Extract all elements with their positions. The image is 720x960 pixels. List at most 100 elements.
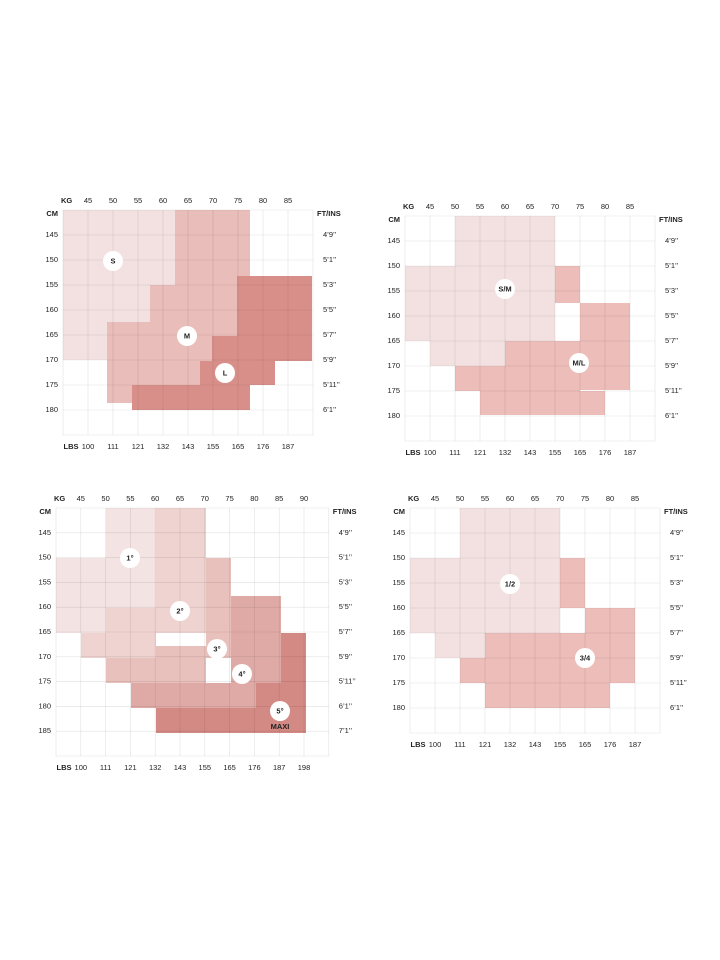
kg-label: 60 (506, 494, 514, 503)
kg-label: 60 (159, 196, 167, 205)
cm-label: 155 (38, 577, 51, 586)
size-region (131, 683, 256, 708)
kg-label: 80 (250, 494, 258, 503)
lbs-label: 187 (273, 763, 286, 772)
lbs-label: 121 (479, 740, 492, 749)
lbs-label: 143 (182, 442, 195, 451)
ft-label: 5’1’’ (323, 255, 337, 264)
size-badge (495, 279, 515, 299)
size-region (555, 266, 580, 303)
lbs-label: 155 (199, 763, 212, 772)
lbs-label: 155 (549, 448, 562, 457)
lbs-label: 187 (282, 442, 295, 451)
lbs-label: 132 (504, 740, 517, 749)
ft-label: 5’7’’ (670, 628, 684, 637)
kg-header: KG (54, 494, 65, 503)
kg-label: 75 (234, 196, 242, 205)
ft-label: 5’3’’ (339, 577, 353, 586)
ft-label: 5’9’’ (670, 653, 684, 662)
ft-label: 5’1’’ (339, 553, 353, 562)
size-region (430, 341, 505, 366)
size-region (156, 508, 206, 608)
lbs-label: 121 (124, 763, 137, 772)
size-label: 3/4 (580, 653, 591, 662)
kg-label: 55 (476, 202, 484, 211)
cm-label: 175 (38, 677, 51, 686)
cm-label: 155 (45, 280, 58, 289)
ft-label: 5’7’’ (323, 330, 337, 339)
size-region (410, 558, 560, 633)
size-region (405, 266, 555, 341)
lbs-label: 111 (449, 448, 460, 457)
lbs-label: 132 (499, 448, 512, 457)
size-badge (170, 601, 190, 621)
lbs-label: 143 (174, 763, 187, 772)
kg-label: 65 (531, 494, 539, 503)
cm-header: CM (393, 507, 405, 516)
lbs-header: LBS (406, 448, 421, 457)
lbs-label: 155 (207, 442, 220, 451)
size-region (455, 366, 505, 391)
lbs-label: 155 (554, 740, 567, 749)
kg-label: 80 (606, 494, 614, 503)
ft-label: 5’1’’ (670, 553, 684, 562)
size-label: S (110, 256, 115, 265)
kg-label: 85 (626, 202, 634, 211)
cm-label: 150 (387, 261, 400, 270)
kg-label: 65 (184, 196, 192, 205)
lbs-header: LBS (57, 763, 72, 772)
size-region (455, 216, 555, 266)
kg-label: 60 (151, 494, 159, 503)
kg-label: 50 (456, 494, 464, 503)
lbs-label: 132 (157, 442, 170, 451)
cm-label: 165 (387, 336, 400, 345)
ft-label: 5’5’’ (670, 603, 684, 612)
lbs-label: 165 (232, 442, 245, 451)
kg-label: 85 (284, 196, 292, 205)
ft-label: 4’9’’ (323, 230, 337, 239)
size-badge (215, 363, 235, 383)
lbs-label: 100 (424, 448, 437, 457)
size-region (435, 633, 485, 658)
lbs-label: 176 (257, 442, 270, 451)
size-label: L (223, 368, 228, 377)
lbs-label: 165 (579, 740, 592, 749)
ft-label: 5’3’’ (665, 286, 679, 295)
ft-label: 6’1’’ (670, 703, 684, 712)
size-region (460, 508, 560, 558)
cm-header: CM (388, 215, 400, 224)
kg-header: KG (408, 494, 419, 503)
size-region (156, 646, 206, 683)
cm-label: 160 (45, 305, 58, 314)
kg-label: 50 (451, 202, 459, 211)
kg-label: 70 (209, 196, 217, 205)
size-badge (569, 353, 589, 373)
lbs-label: 111 (454, 740, 465, 749)
lbs-label: 176 (604, 740, 617, 749)
lbs-label: 187 (629, 740, 642, 749)
ft-label: 5’9’’ (665, 361, 679, 370)
lbs-label: 165 (574, 448, 587, 457)
size-region (132, 385, 250, 410)
kg-label: 70 (201, 494, 209, 503)
lbs-label: 121 (132, 442, 145, 451)
kg-label: 75 (225, 494, 233, 503)
size-region (585, 608, 635, 683)
ft-label: 5’11’’ (670, 678, 687, 687)
ft-label: 5’7’’ (339, 627, 353, 636)
cm-label: 175 (45, 380, 58, 389)
lbs-label: 100 (75, 763, 88, 772)
cm-label: 160 (38, 602, 51, 611)
ft-label: 6’1’’ (665, 411, 679, 420)
kg-label: 85 (631, 494, 639, 503)
kg-label: 80 (259, 196, 267, 205)
cm-label: 170 (387, 361, 400, 370)
ft-label: 5’9’’ (323, 355, 337, 364)
cm-label: 155 (387, 286, 400, 295)
cm-label: 150 (38, 553, 51, 562)
cm-label: 155 (392, 578, 405, 587)
size-note: MAXI (271, 722, 290, 731)
size-badge (120, 548, 140, 568)
kg-label: 75 (576, 202, 584, 211)
kg-label: 90 (300, 494, 308, 503)
